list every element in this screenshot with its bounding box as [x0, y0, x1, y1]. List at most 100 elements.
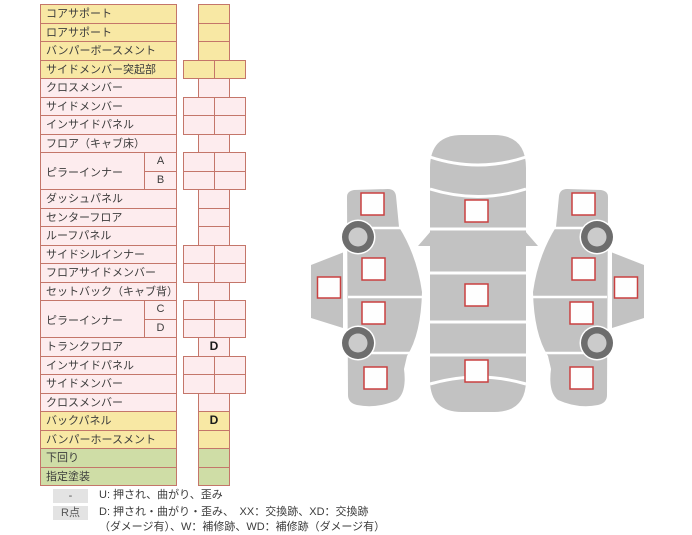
check-cell[interactable]	[198, 4, 230, 24]
table-row: コアサポート	[40, 4, 246, 24]
legend-row: - U: 押され、曲がり、歪み	[53, 488, 385, 503]
table-row: バンパーボースメント	[40, 41, 246, 61]
check-cell[interactable]	[198, 133, 230, 153]
check-cell[interactable]	[198, 41, 230, 61]
part-label: 下回り	[40, 448, 177, 468]
wheel-icon	[340, 219, 376, 255]
checkpoint-square[interactable]	[361, 257, 386, 281]
table-row: インサイドパネル	[40, 115, 246, 135]
part-label: サイドメンバー	[40, 96, 177, 116]
check-cell[interactable]	[183, 96, 215, 116]
check-cell[interactable]	[183, 374, 215, 394]
checkpoint-square[interactable]	[569, 366, 594, 390]
check-cell[interactable]	[214, 152, 246, 172]
part-label: サイドメンバー突起部	[40, 59, 177, 79]
table-row-group-pillar-inner-ab: ピラーインナー A B	[40, 152, 246, 190]
table-row: フロアサイドメンバー	[40, 263, 246, 283]
sub-label: A	[144, 152, 177, 172]
check-cell[interactable]	[198, 189, 230, 209]
sub-label: B	[144, 170, 177, 190]
check-cell[interactable]	[183, 263, 215, 283]
checkpoint-square[interactable]	[571, 257, 596, 281]
table-row: センターフロア	[40, 207, 246, 227]
check-cell[interactable]	[214, 300, 246, 320]
part-label: フロアサイドメンバー	[40, 263, 177, 283]
table-row: ダッシュパネル	[40, 189, 246, 209]
check-cell[interactable]	[183, 115, 215, 135]
legend-badge-minus: -	[53, 489, 88, 503]
check-cell[interactable]	[198, 78, 230, 98]
legend-row: R点 D: 押され・曲がり・歪み、 XX：交換跡、XD：交換跡 （ダメージ有）、…	[53, 505, 385, 535]
check-cell[interactable]	[214, 59, 246, 79]
check-cell[interactable]	[198, 466, 230, 486]
check-cell[interactable]	[183, 244, 215, 264]
check-cell[interactable]	[198, 448, 230, 468]
check-cell-damage[interactable]: D	[198, 337, 230, 357]
legend-text: U: 押され、曲がり、歪み	[99, 489, 223, 501]
checkpoint-square[interactable]	[363, 366, 388, 390]
part-label: バックパネル	[40, 411, 177, 431]
check-cell[interactable]	[183, 300, 215, 320]
table-row: フロア（キャブ床）	[40, 133, 246, 153]
checkpoint-square[interactable]	[361, 301, 386, 325]
panel-divider	[429, 187, 527, 198]
check-cell[interactable]	[183, 152, 215, 172]
part-label: インサイドパネル	[40, 355, 177, 375]
wheel-icon	[340, 325, 376, 361]
check-cell[interactable]	[198, 22, 230, 42]
table-row: クロスメンバー	[40, 78, 246, 98]
check-cell[interactable]	[198, 281, 230, 301]
part-label: ピラーインナー	[40, 152, 145, 190]
check-cell[interactable]	[198, 429, 230, 449]
check-cell[interactable]	[183, 59, 215, 79]
checkpoint-square[interactable]	[569, 301, 594, 325]
table-row: セットバック（キャブ背）	[40, 281, 246, 301]
check-cell[interactable]	[214, 318, 246, 338]
checkpoint-square[interactable]	[316, 276, 342, 299]
check-cell[interactable]	[214, 244, 246, 264]
checkpoint-square[interactable]	[613, 276, 639, 299]
check-cell[interactable]	[183, 170, 215, 190]
check-cell[interactable]	[183, 355, 215, 375]
checkpoint-square-trunk[interactable]	[464, 359, 489, 383]
part-label: セットバック（キャブ背）	[40, 281, 177, 301]
check-cell[interactable]	[183, 318, 215, 338]
legend: - U: 押され、曲がり、歪み R点 D: 押され・曲がり・歪み、 XX：交換跡…	[53, 488, 385, 535]
legend-text-line2: （ダメージ有）、W：補修跡、WD：補修跡（ダメージ有）	[99, 521, 386, 533]
check-cell[interactable]	[198, 207, 230, 227]
wheel-icon	[579, 219, 615, 255]
part-label: ルーフパネル	[40, 226, 177, 246]
car-top-view	[418, 135, 538, 412]
check-cell[interactable]	[214, 170, 246, 190]
checkpoint-square[interactable]	[360, 192, 385, 216]
table-row: サイドメンバー	[40, 96, 246, 116]
part-label: コアサポート	[40, 4, 177, 24]
table-row: クロスメンバー	[40, 392, 246, 412]
checkpoint-square-hood[interactable]	[464, 199, 489, 223]
table-row: サイドメンバー突起部	[40, 59, 246, 79]
check-cell[interactable]	[214, 115, 246, 135]
check-cell[interactable]	[214, 355, 246, 375]
part-label: センターフロア	[40, 207, 177, 227]
table-row: バンパーホースメント	[40, 429, 246, 449]
table-row: バックパネル D	[40, 411, 246, 431]
part-label: トランクフロア	[40, 337, 177, 357]
check-cell[interactable]	[214, 374, 246, 394]
check-cell[interactable]	[214, 263, 246, 283]
car-right-side-view	[532, 189, 644, 407]
table-row: インサイドパネル	[40, 355, 246, 375]
table-row: ロアサポート	[40, 22, 246, 42]
table-row-group-pillar-inner-cd: ピラーインナー C D	[40, 300, 246, 338]
part-label: ピラーインナー	[40, 300, 145, 338]
checkpoint-square[interactable]	[571, 192, 596, 216]
sub-label: D	[144, 318, 177, 338]
part-label: バンパーボースメント	[40, 41, 177, 61]
check-cell-damage[interactable]: D	[198, 411, 230, 431]
checkpoint-square-roof[interactable]	[464, 283, 489, 307]
check-cell[interactable]	[198, 226, 230, 246]
check-cell[interactable]	[214, 96, 246, 116]
check-cell[interactable]	[198, 392, 230, 412]
car-left-side-view	[311, 189, 423, 407]
part-label: サイドシルインナー	[40, 244, 177, 264]
